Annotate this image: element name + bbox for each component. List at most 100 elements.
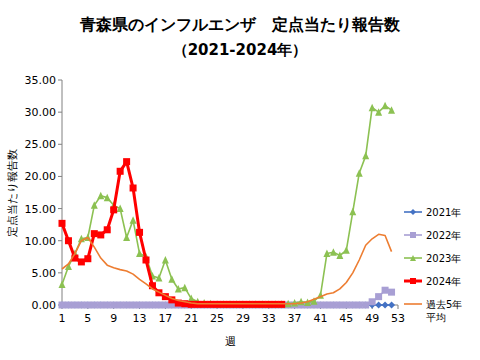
data-point xyxy=(356,302,363,309)
data-point xyxy=(126,270,127,271)
data-point xyxy=(123,302,130,309)
legend-label-line: 平均 xyxy=(426,312,446,323)
data-point xyxy=(207,302,214,309)
data-point xyxy=(162,302,169,309)
y-tick xyxy=(58,80,62,81)
data-point xyxy=(136,302,143,309)
x-tick-label: 17 xyxy=(158,312,172,325)
data-point xyxy=(181,284,188,292)
data-point xyxy=(194,302,201,309)
data-point xyxy=(91,230,98,237)
x-tick-label: 25 xyxy=(210,312,224,325)
data-point xyxy=(123,302,130,309)
data-point xyxy=(268,303,269,304)
y-axis xyxy=(62,80,63,305)
data-point xyxy=(356,302,363,309)
x-tick xyxy=(398,305,399,309)
legend-label: 過去5年平均 xyxy=(426,299,462,323)
x-tick-label: 33 xyxy=(262,312,276,325)
data-point xyxy=(155,302,162,309)
subtitle: （2021-2024年） xyxy=(173,41,308,59)
data-point xyxy=(97,192,104,200)
legend-label-line: 2021年 xyxy=(426,207,461,218)
x-tick-label: 1 xyxy=(59,312,66,325)
data-point xyxy=(145,283,146,284)
data-point xyxy=(307,301,308,302)
data-point xyxy=(78,302,85,309)
data-point xyxy=(120,269,121,270)
data-point xyxy=(204,303,205,304)
legend-label: 2022年 xyxy=(426,230,461,241)
data-point xyxy=(323,250,330,258)
data-point xyxy=(97,302,104,309)
data-point xyxy=(330,248,337,256)
data-point xyxy=(194,302,201,309)
data-point xyxy=(343,246,350,254)
data-point xyxy=(259,302,266,309)
data-point xyxy=(388,106,395,114)
data-point xyxy=(385,235,386,236)
data-point xyxy=(362,302,369,309)
data-point xyxy=(130,185,137,192)
data-point xyxy=(372,238,373,239)
data-point xyxy=(143,257,150,264)
data-point xyxy=(346,282,347,283)
data-point xyxy=(117,168,124,175)
data-point xyxy=(107,265,108,266)
data-point xyxy=(217,303,218,304)
y-axis-label: 定点当たり報告数 xyxy=(6,149,19,237)
data-point xyxy=(336,302,343,309)
data-point xyxy=(84,302,91,309)
data-point xyxy=(246,302,253,309)
legend-label: 2024年 xyxy=(426,276,461,287)
data-point xyxy=(272,302,279,309)
y-tick-label: 30.00 xyxy=(25,106,57,119)
legend-label: 2023年 xyxy=(426,253,461,264)
data-point xyxy=(165,295,166,296)
data-point xyxy=(369,298,376,305)
data-point xyxy=(336,252,343,260)
title: 青森県のインフルエンザ 定点当たり報告数 xyxy=(79,15,401,34)
data-point xyxy=(382,302,389,309)
data-point xyxy=(239,302,246,309)
data-point xyxy=(365,245,366,246)
data-point xyxy=(227,302,234,309)
x-axis-label: 週 xyxy=(225,335,236,348)
series xyxy=(59,287,396,309)
data-point xyxy=(236,303,237,304)
legend-label-line: 2022年 xyxy=(426,230,461,241)
data-point xyxy=(375,108,382,116)
data-point xyxy=(255,303,256,304)
data-point xyxy=(246,302,253,309)
data-point xyxy=(65,302,72,309)
data-point xyxy=(191,303,192,304)
data-point xyxy=(123,158,130,165)
data-point xyxy=(71,302,78,309)
data-point xyxy=(117,302,124,309)
data-point xyxy=(359,259,360,260)
data-point xyxy=(110,206,117,213)
data-point xyxy=(87,237,88,238)
data-point xyxy=(91,302,98,309)
data-point xyxy=(220,302,227,309)
data-point xyxy=(143,302,150,309)
data-point xyxy=(178,300,179,301)
series xyxy=(59,102,396,308)
data-point xyxy=(149,302,156,309)
data-point xyxy=(326,294,327,295)
y-tick-label: 10.00 xyxy=(25,235,57,248)
data-point xyxy=(313,299,314,300)
data-point xyxy=(301,303,302,304)
x-tick-label: 29 xyxy=(236,312,250,325)
data-point xyxy=(71,302,78,309)
y-tick xyxy=(58,176,62,177)
data-point xyxy=(356,169,363,177)
data-point xyxy=(317,302,324,309)
data-point xyxy=(97,302,104,309)
legend-label-line: 過去5年 xyxy=(426,299,462,310)
data-point xyxy=(214,302,221,309)
series xyxy=(62,234,392,303)
data-point xyxy=(197,303,198,304)
data-point xyxy=(78,302,85,309)
legend-label: 2021年 xyxy=(426,207,461,218)
